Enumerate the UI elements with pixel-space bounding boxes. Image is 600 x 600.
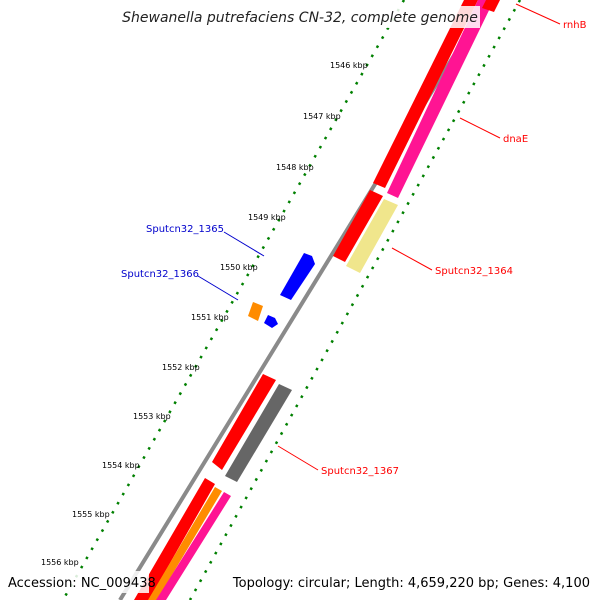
kbp-label: 1553 kbp bbox=[133, 412, 171, 421]
kbp-label: 1555 kbp bbox=[72, 510, 110, 519]
cds-rnhb-pink bbox=[387, 0, 494, 198]
kbp-label: 1552 kbp bbox=[162, 363, 200, 372]
cds-lower-red bbox=[134, 478, 215, 600]
accession-text: Accession: NC_009438 bbox=[8, 576, 156, 591]
leader-1366 bbox=[197, 275, 239, 301]
kbp-scale: 1546 kbp 1547 kbp 1548 kbp 1549 kbp 1550… bbox=[41, 61, 368, 567]
gene-label-dnae[interactable]: dnaE bbox=[503, 134, 528, 145]
cds-dnae-red bbox=[373, 0, 478, 188]
cds-1366-blue bbox=[264, 315, 278, 328]
gene-label-1366[interactable]: Sputcn32_1366 bbox=[121, 269, 199, 280]
gene-label-1365[interactable]: Sputcn32_1365 bbox=[146, 224, 224, 235]
kbp-label: 1547 kbp bbox=[303, 112, 341, 121]
leader-rnhb bbox=[515, 3, 561, 25]
leader-1365 bbox=[223, 231, 265, 257]
cds-1367-red bbox=[212, 374, 276, 470]
cds-1367-gray bbox=[225, 384, 292, 482]
kbp-label: 1556 kbp bbox=[41, 558, 79, 567]
map-title: Shewanella putrefaciens CN-32, complete … bbox=[122, 10, 478, 26]
inner-dotted-track bbox=[188, 0, 522, 600]
leader-1364 bbox=[391, 247, 433, 271]
cds-1365-blue bbox=[280, 253, 315, 300]
kbp-label: 1546 kbp bbox=[330, 61, 368, 70]
cds-lower-orange bbox=[148, 487, 222, 600]
kbp-label: 1551 kbp bbox=[191, 313, 229, 322]
outer-dotted-track bbox=[61, 0, 406, 600]
cds-1364-yellow bbox=[346, 199, 398, 273]
cds-1363-red bbox=[333, 190, 383, 262]
cds-lower-pink bbox=[156, 492, 231, 600]
cds-1366b-orange bbox=[248, 302, 263, 321]
leader-dnae bbox=[459, 117, 501, 139]
gene-label-1367[interactable]: Sputcn32_1367 bbox=[321, 466, 399, 477]
cds-dnae-top-red bbox=[482, 0, 500, 12]
gene-label-rnhb[interactable]: rnhB bbox=[563, 20, 587, 31]
kbp-label: 1549 kbp bbox=[248, 213, 286, 222]
leader-1367 bbox=[277, 445, 319, 471]
gene-label-1364[interactable]: Sputcn32_1364 bbox=[435, 266, 513, 277]
kbp-label: 1550 kbp bbox=[220, 263, 258, 272]
topology-text: Topology: circular; Length: 4,659,220 bp… bbox=[232, 576, 590, 591]
kbp-label: 1554 kbp bbox=[102, 461, 140, 470]
kbp-label: 1548 kbp bbox=[276, 163, 314, 172]
